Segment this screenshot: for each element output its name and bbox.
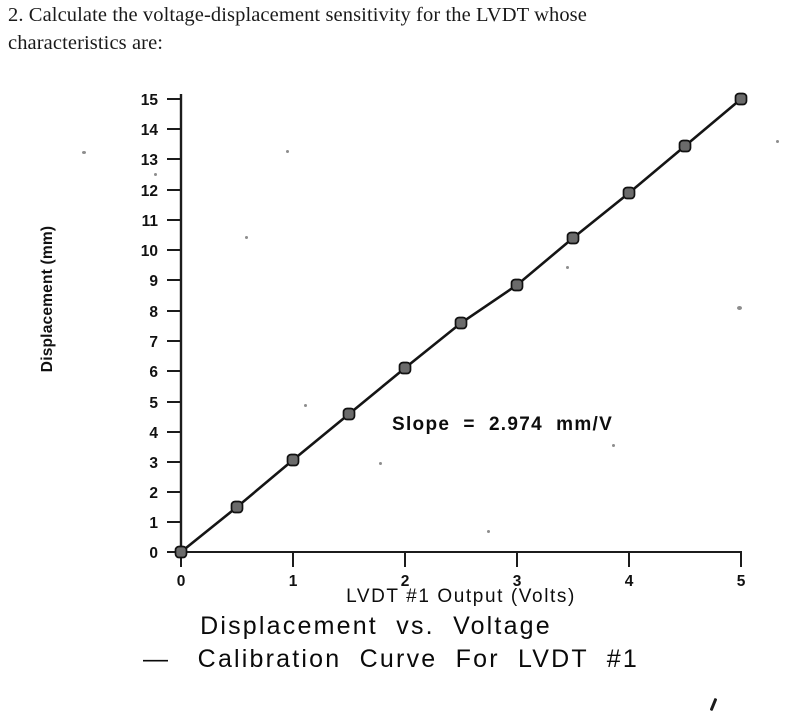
svg-text:9: 9 bbox=[149, 273, 158, 290]
svg-text:3: 3 bbox=[513, 573, 522, 590]
svg-text:4: 4 bbox=[149, 425, 158, 442]
svg-text:3: 3 bbox=[149, 455, 158, 472]
svg-text:13: 13 bbox=[141, 152, 159, 169]
x-axis-title: LVDT #1 Output (Volts) bbox=[346, 586, 576, 607]
calibration-curve-figure: 15 14 13 12 11 10 9 8 7 6 5 4 3 2 1 0 bbox=[0, 78, 792, 711]
svg-text:8: 8 bbox=[149, 304, 158, 321]
question-line-1: 2. Calculate the voltage-displacement se… bbox=[8, 4, 587, 26]
svg-text:11: 11 bbox=[142, 213, 159, 230]
svg-text:7: 7 bbox=[149, 334, 158, 351]
svg-text:5: 5 bbox=[149, 395, 158, 412]
slope-annotation: Slope = 2.974 mm/V bbox=[392, 414, 614, 435]
svg-text:4: 4 bbox=[625, 573, 634, 590]
x-axis-tick-labels: 0 1 2 3 4 5 bbox=[177, 573, 746, 590]
svg-text:2: 2 bbox=[149, 485, 158, 502]
svg-text:1: 1 bbox=[289, 573, 298, 590]
y-axis-title: Displacement (mm) bbox=[39, 225, 56, 373]
svg-text:0: 0 bbox=[177, 573, 186, 590]
svg-text:12: 12 bbox=[141, 183, 158, 200]
y-axis-ticks bbox=[167, 98, 181, 553]
svg-text:6: 6 bbox=[149, 364, 158, 381]
y-axis-tick-labels: 15 14 13 12 11 10 9 8 7 6 5 4 3 2 1 0 bbox=[141, 92, 159, 562]
svg-text:14: 14 bbox=[141, 122, 159, 139]
plot-area: 15 14 13 12 11 10 9 8 7 6 5 4 3 2 1 0 bbox=[141, 92, 748, 590]
x-axis-ticks bbox=[180, 552, 742, 567]
scan-artifact-mark bbox=[709, 697, 718, 711]
caption-line-2: — Calibration Curve For LVDT #1 bbox=[143, 645, 639, 673]
caption-line-1: Displacement vs. Voltage bbox=[200, 612, 552, 640]
svg-text:15: 15 bbox=[141, 92, 159, 109]
svg-text:10: 10 bbox=[141, 243, 158, 260]
svg-text:5: 5 bbox=[737, 573, 746, 590]
svg-text:0: 0 bbox=[149, 545, 158, 562]
question-text: 2. Calculate the voltage-displacement se… bbox=[8, 2, 778, 58]
figure-caption: Displacement vs. Voltage — Calibration C… bbox=[0, 612, 792, 674]
data-point-markers bbox=[174, 92, 748, 559]
svg-text:2: 2 bbox=[401, 573, 410, 590]
svg-text:1: 1 bbox=[149, 515, 158, 532]
question-line-2: characteristics are: bbox=[8, 31, 164, 54]
